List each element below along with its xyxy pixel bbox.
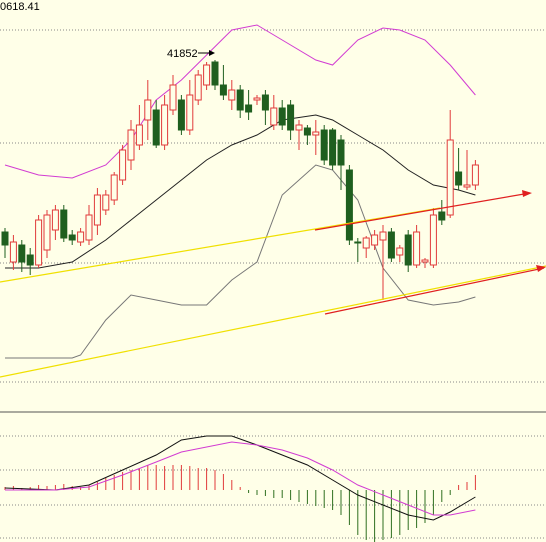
candle-body: [371, 234, 379, 246]
candle-body: [329, 129, 337, 166]
candle-body: [303, 127, 311, 136]
candle-body: [51, 209, 59, 231]
candle-body: [362, 237, 370, 249]
candle-body: [194, 74, 202, 101]
candle-body: [144, 99, 152, 121]
candle-body: [9, 241, 17, 263]
trend-line: [0, 265, 546, 378]
candle-body: [270, 107, 278, 126]
candle-body: [396, 247, 404, 256]
candle-body: [43, 214, 51, 251]
candle-body: [60, 209, 68, 239]
candle-body: [379, 231, 387, 241]
candle-body: [177, 99, 185, 131]
candle-body: [320, 129, 328, 161]
candle-body: [429, 214, 437, 266]
candle-body: [127, 129, 135, 161]
candle-body: [110, 174, 118, 201]
candle-body: [135, 124, 143, 146]
candle-body: [161, 104, 169, 146]
candle-body: [93, 194, 101, 226]
candle-body: [245, 104, 253, 113]
candle-body: [345, 169, 353, 241]
candle-body: [295, 124, 303, 131]
indicator-line: [4, 24, 476, 179]
candle-body: [421, 259, 429, 263]
candle-body: [312, 131, 320, 136]
candle-body: [278, 107, 286, 126]
candle-body: [169, 84, 177, 111]
candle-body: [77, 231, 85, 243]
indicator-line: [5, 441, 476, 516]
candle-body: [1, 231, 9, 246]
candle-body: [219, 84, 227, 96]
candle-body: [446, 139, 454, 216]
candle-body: [26, 254, 34, 266]
candle-body: [228, 89, 236, 101]
indicator-line: [4, 435, 476, 521]
candle-body: [463, 184, 471, 188]
candle-body: [354, 241, 362, 244]
candle-body: [471, 164, 479, 186]
candle-body: [186, 94, 194, 131]
candle-body: [35, 219, 43, 266]
candle-body: [455, 171, 463, 186]
trend-line: [324, 267, 545, 315]
candle-body: [413, 231, 421, 266]
arrow-head: [536, 265, 546, 272]
candle-body: [152, 109, 160, 146]
candle-body: [387, 231, 395, 259]
candle-body: [203, 64, 211, 86]
chart-title: 0618.41: [0, 1, 40, 13]
candle-body: [261, 94, 269, 111]
arrow-head: [522, 190, 532, 197]
candle-body: [287, 104, 295, 131]
high-label: 41852: [167, 48, 198, 60]
indicator-line: [5, 114, 476, 269]
candle-body: [68, 234, 76, 241]
candle-body: [438, 211, 446, 221]
candle-body: [18, 244, 26, 263]
candle-body: [337, 139, 345, 166]
arrow-head: [209, 50, 215, 56]
candle-body: [85, 214, 93, 241]
trend-line: [0, 207, 441, 283]
candle-body: [404, 234, 412, 266]
candle-body: [211, 61, 219, 86]
trend-line: [314, 192, 531, 231]
candle-body: [236, 89, 244, 111]
candle-body: [253, 97, 261, 101]
candle-body: [102, 194, 110, 211]
candle-body: [119, 149, 127, 181]
